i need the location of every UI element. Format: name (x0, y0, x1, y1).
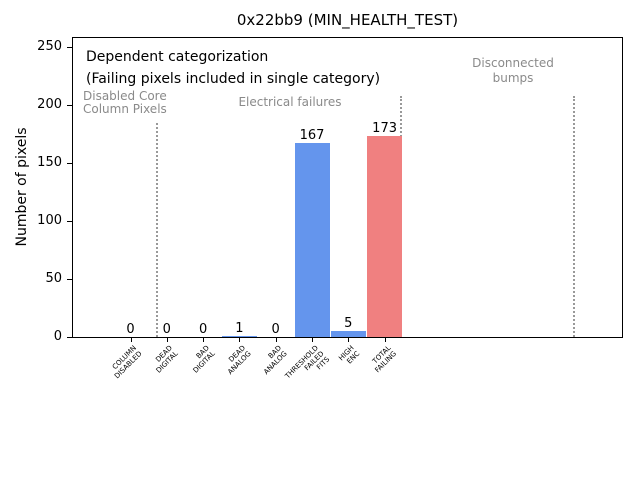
separator-line-disconnected (573, 96, 575, 337)
bar-value-label: 0 (126, 322, 135, 337)
y-tick-label: 100 (37, 213, 62, 228)
x-tick-mark (167, 338, 168, 342)
x-tick-label: COLUMN DISABLED (111, 344, 144, 381)
y-tick-label: 150 (37, 155, 62, 170)
y-tick-label: 50 (45, 271, 62, 286)
x-tick-mark (385, 338, 386, 342)
y-tick-mark (67, 47, 72, 48)
bar-value-label: 5 (344, 316, 353, 331)
bar-value-label: 173 (372, 121, 397, 136)
y-tick-mark (67, 279, 72, 280)
x-tick-mark (239, 338, 240, 342)
y-tick-label: 0 (53, 329, 62, 344)
annotation-dependent-line1: Dependent categorization (86, 49, 269, 65)
x-tick-mark (203, 338, 204, 342)
x-tick-label: TOTAL FAILING (370, 344, 398, 375)
separator-line-disabled-core (156, 123, 158, 337)
bar-value-label: 167 (299, 128, 325, 143)
x-tick-label: DEAD ANALOG (226, 344, 253, 377)
annotation-disconnected-line2: bumps (492, 71, 534, 85)
annotation-disabled-core-line2: Column Pixels (83, 102, 167, 116)
y-tick-mark (67, 163, 72, 164)
bar-value-label: 1 (235, 321, 244, 336)
bar-value-label: 0 (271, 322, 280, 337)
x-tick-mark (131, 338, 132, 342)
bar (221, 336, 257, 337)
annotation-dependent-line2: (Failing pixels included in single categ… (86, 71, 381, 87)
annotation-disabled-core-line1: Disabled Core (83, 89, 167, 103)
chart-title: 0x22bb9 (MIN_HEALTH_TEST) (236, 11, 459, 29)
y-tick-mark (67, 105, 72, 106)
x-tick-mark (276, 338, 277, 342)
bar (367, 136, 403, 337)
x-tick-mark (312, 338, 313, 342)
y-tick-label: 250 (37, 39, 62, 54)
y-tick-mark (67, 221, 72, 222)
annotation-disabled-core-column-pixels: Disabled Core Column Pixels (83, 90, 167, 116)
annotation-dependent-categorization: Dependent categorization (Failing pixels… (86, 46, 380, 90)
y-tick-label: 200 (37, 97, 62, 112)
y-tick-mark (67, 337, 72, 338)
bar-value-label: 0 (198, 322, 208, 337)
bar (330, 331, 366, 337)
annotation-disconnected-bumps: Disconnected bumps (453, 56, 573, 86)
plot-area: Dependent categorization (Failing pixels… (72, 37, 623, 338)
bar (294, 143, 330, 337)
x-tick-label: HIGH ENC (337, 344, 362, 366)
x-tick-label: DEAD DIGITAL (154, 344, 181, 375)
x-tick-label: BAD DIGITAL (191, 344, 217, 375)
annotation-electrical-failures: Electrical failures (238, 95, 342, 109)
annotation-disconnected-line1: Disconnected (472, 56, 554, 70)
x-tick-label: BAD ANALOG (262, 344, 290, 377)
x-tick-label: THRESHOLD FAILED FITS (283, 344, 331, 381)
bar-value-label: 0 (162, 322, 171, 337)
x-tick-mark (348, 338, 349, 342)
